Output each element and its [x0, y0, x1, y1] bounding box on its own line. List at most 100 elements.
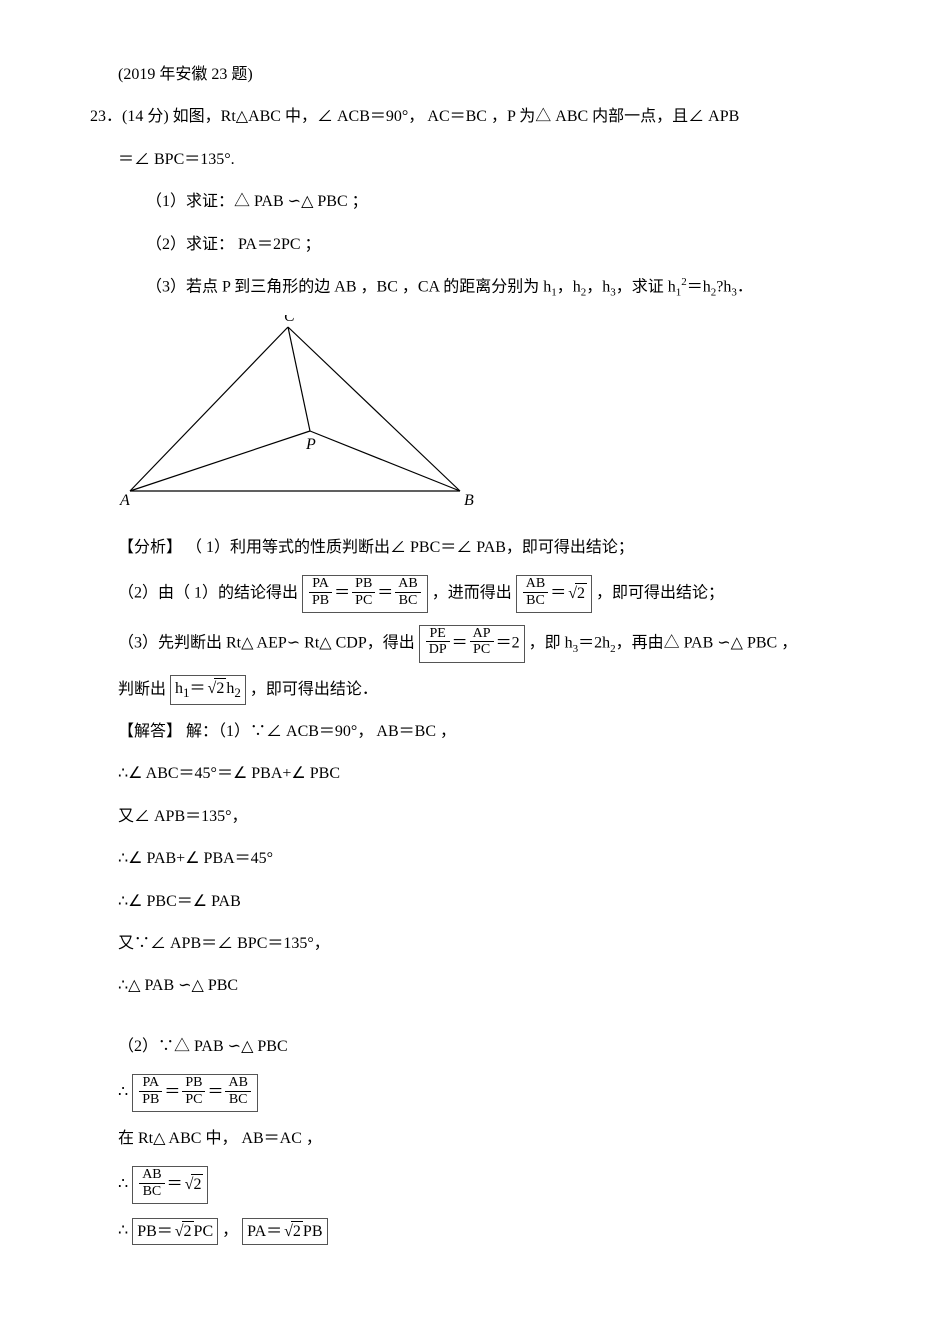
eq-2: ＝: [377, 585, 393, 602]
frac-PA-PB-2: PAPB: [139, 1075, 162, 1107]
pb-txt: PB: [303, 1223, 323, 1240]
p3-text-a: （3）若点 P 到三角形的边 AB ，BC ，CA 的距离分别为 h: [146, 278, 551, 295]
den-PB2: PB: [139, 1092, 162, 1107]
analysis-1: （ 1）利用等式的性质判断出∠ PBC＝∠ PAB，即可得出结论；: [182, 539, 634, 556]
num-AB2: AB: [523, 576, 548, 592]
sol0: 解：（1）∵∠ ACB＝90°， AB＝BC ，: [182, 723, 456, 740]
question-23-line2: ＝∠ BPC＝135°.: [118, 145, 855, 175]
h-formula-box: h1＝2h2: [170, 675, 246, 705]
p3-text-d: ，求证 h: [616, 278, 676, 295]
svg-text:B: B: [464, 492, 474, 505]
sqrt2-5: 2: [282, 1221, 303, 1243]
sqrt2-4: 2: [173, 1221, 194, 1243]
svg-text:P: P: [305, 436, 316, 453]
frac-AP-PC: APPC: [470, 626, 494, 658]
solution-line0: 【解答】 解：（1）∵∠ ACB＝90°， AB＝BC ，: [118, 717, 855, 747]
sol10: ∴ ABBC＝ 2: [118, 1166, 855, 1204]
an3f: ，即可得出结论．: [250, 681, 378, 698]
den-PB: PB: [309, 593, 332, 608]
pa-sqrt: PA＝: [247, 1223, 282, 1240]
part-2: （2）求证： PA＝2PC ；: [146, 230, 855, 260]
triangle-svg: ABCP: [118, 315, 478, 505]
den-PC3: PC: [182, 1092, 205, 1107]
sol8pre: ∴: [118, 1084, 128, 1101]
den-PC2: PC: [470, 642, 494, 657]
sol4: ∴∠ PBC＝∠ PAB: [118, 887, 855, 917]
num-AB: AB: [395, 576, 420, 592]
eq-6: ＝: [207, 1084, 223, 1101]
frac-PE-DP: PEDP: [426, 626, 450, 658]
num-AP: AP: [470, 626, 494, 642]
frac-box-5: ABBC＝ 2: [132, 1166, 208, 1204]
svg-text:C: C: [284, 315, 295, 325]
sol1: ∴∠ ABC＝45°＝∠ PBA+∠ PBC: [118, 759, 855, 789]
p3-text-f: ?h: [716, 278, 731, 295]
analysis-line1: 【分析】 （ 1）利用等式的性质判断出∠ PBC＝∠ PAB，即可得出结论；: [118, 533, 855, 563]
pb-sqrt: PB＝: [137, 1223, 173, 1240]
sqrt2-1: 2: [566, 583, 587, 605]
rad2-5: 2: [291, 1221, 303, 1243]
rad2-1: 2: [575, 583, 587, 605]
eq2-1: ＝2: [496, 634, 520, 651]
analysis-label: 【分析】: [118, 539, 182, 556]
solution-label: 【解答】: [118, 723, 182, 740]
sol10pre: ∴: [118, 1176, 128, 1193]
h-a: h: [175, 680, 183, 697]
sol11pre: ∴: [118, 1222, 132, 1239]
part-3: （3）若点 P 到三角形的边 AB ，BC ，CA 的距离分别为 h1，h2，h…: [146, 272, 855, 303]
part-1: （1）求证：△ PAB ∽△ PBC ；: [146, 187, 855, 217]
an2c: ，即可得出结论；: [596, 585, 724, 602]
den-BC4: BC: [139, 1184, 164, 1199]
rad2-3: 2: [191, 1174, 203, 1196]
frac-box-4: PAPB＝PBPC＝ABBC: [132, 1074, 258, 1112]
num-PE: PE: [426, 626, 450, 642]
num-AB3: AB: [225, 1075, 250, 1091]
an3c: ＝2h: [578, 634, 610, 651]
sol5: 又∵∠ APB＝∠ BPC＝135°，: [118, 929, 855, 959]
frac-box-1: PAPB＝PBPC＝ABBC: [302, 575, 428, 613]
num-AB4: AB: [139, 1167, 164, 1183]
pb-box: PB＝ 2PC: [132, 1218, 218, 1246]
frac-AB-BC-2: ABBC: [523, 576, 548, 608]
sol7: （2）∵△ PAB ∽△ PBC: [118, 1032, 855, 1062]
frac-AB-BC: ABBC: [395, 576, 420, 608]
an2a: （2）由（ 1）的结论得出: [118, 585, 302, 602]
frac-AB-BC-3: ABBC: [225, 1075, 250, 1107]
sol11a: ，: [222, 1222, 242, 1239]
an3b: ，即 h: [529, 634, 573, 651]
den-BC2: BC: [523, 593, 548, 608]
num-PB3: PB: [182, 1075, 205, 1091]
sol11: ∴ PB＝2PC ， PA＝2PB: [118, 1216, 855, 1246]
sol8: ∴ PAPB＝PBPC＝ABBC: [118, 1074, 855, 1112]
rad2-4: 2: [182, 1221, 194, 1243]
frac-PB-PC-2: PBPC: [182, 1075, 205, 1107]
eq-4: ＝: [452, 634, 468, 651]
eq-3: ＝: [550, 585, 566, 602]
num-PA: PA: [309, 576, 332, 592]
eq-7: ＝: [167, 1176, 183, 1193]
pa-box: PA＝ 2PB: [242, 1218, 327, 1246]
frac-AB-BC-4: ABBC: [139, 1167, 164, 1199]
den-PC: PC: [352, 593, 375, 608]
analysis-line3: （3）先判断出 Rt△ AEP∽ Rt△ CDP，得出 PEDP＝APPC＝2 …: [118, 625, 855, 663]
eq-5: ＝: [164, 1084, 180, 1101]
sqrt2-3: 2: [183, 1174, 204, 1196]
num-PA2: PA: [139, 1075, 162, 1091]
pc-txt: PC: [194, 1223, 214, 1240]
h-eq: ＝: [190, 680, 206, 697]
sol3: ∴∠ PAB+∠ PBA＝45°: [118, 844, 855, 874]
an2b: ，进而得出: [432, 585, 516, 602]
h-sub2: 2: [234, 685, 241, 700]
frac-box-3: PEDP＝APPC＝2: [419, 625, 525, 663]
exam-source: (2019 年安徽 23 题): [118, 60, 855, 90]
den-BC3: BC: [225, 1092, 250, 1107]
analysis-line4: 判断出 h1＝2h2 ，即可得出结论．: [118, 675, 855, 705]
eq-1: ＝: [334, 585, 350, 602]
an3d: ，再由△ PAB ∽△ PBC ，: [616, 634, 798, 651]
sol6: ∴△ PAB ∽△ PBC: [118, 971, 855, 1001]
p3-text-c: ，h: [586, 278, 610, 295]
an3a: （3）先判断出 Rt△ AEP∽ Rt△ CDP，得出: [118, 634, 415, 651]
sqrt2-2: 2: [206, 678, 227, 700]
rad2-2: 2: [214, 678, 226, 700]
frac-PB-PC: PBPC: [352, 576, 375, 608]
